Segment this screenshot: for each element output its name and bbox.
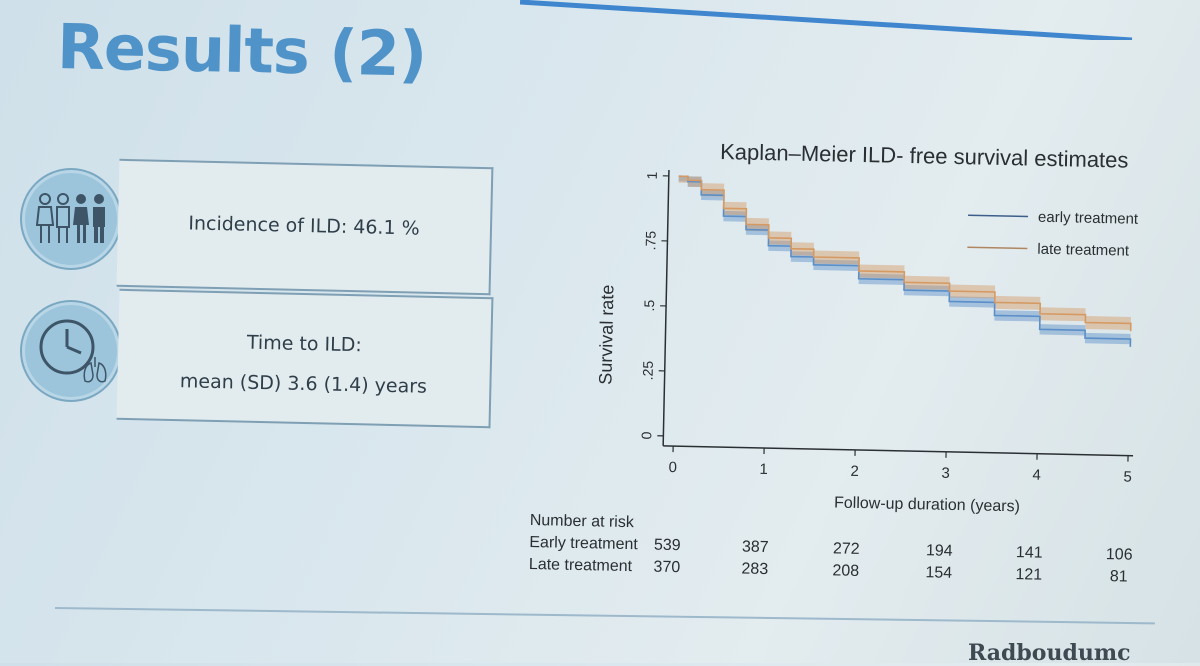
risk-cell: 370	[642, 558, 692, 577]
x-axis	[663, 446, 1133, 456]
y-tick-label: 1	[644, 171, 660, 179]
slide-title: Results (2)	[56, 10, 426, 91]
x-tick-label: 0	[668, 459, 677, 476]
y-tick-label: .75	[642, 230, 658, 250]
x-tick-label: 2	[850, 463, 859, 480]
risk-row-label-early: Early treatment	[529, 534, 638, 554]
risk-cell: 272	[821, 540, 871, 559]
footer-divider	[55, 607, 1155, 624]
km-line-early	[675, 176, 1133, 347]
risk-cell: 141	[1004, 544, 1054, 563]
risk-cell: 106	[1094, 546, 1144, 565]
chart-title: Kaplan–Meier ILD- free survival estimate…	[720, 139, 1129, 173]
risk-cell: 539	[642, 536, 692, 555]
x-tick-label: 5	[1123, 469, 1132, 486]
legend-swatch	[967, 247, 1027, 248]
footer-logo: Radboudumc	[968, 640, 1131, 666]
legend-swatch	[968, 215, 1028, 216]
y-axis-label: Survival rate	[595, 284, 617, 384]
time-to-ild-label: Time to ILD:	[118, 329, 490, 359]
risk-cell: 194	[914, 542, 964, 561]
x-tick-label: 3	[941, 465, 950, 482]
x-tick-label: 4	[1032, 467, 1041, 484]
legend-label: late treatment	[1037, 241, 1130, 260]
y-tick-label: 0	[638, 431, 654, 439]
risk-row-label-late: Late treatment	[529, 556, 633, 576]
risk-cell: 81	[1094, 568, 1144, 587]
legend-label: early treatment	[1038, 209, 1139, 228]
time-to-ild-card: Time to ILD: mean (SD) 3.6 (1.4) years	[117, 289, 494, 428]
clock-lungs-icon	[22, 302, 120, 400]
incidence-card: Incidence of ILD: 46.1 %	[117, 159, 494, 295]
risk-cell: 283	[730, 560, 780, 579]
x-axis-label: Follow-up duration (years)	[834, 494, 1020, 515]
risk-table-header: Number at risk	[530, 512, 634, 532]
risk-cell: 154	[914, 564, 964, 583]
people-icon	[22, 170, 120, 268]
y-axis	[663, 170, 669, 446]
top-accent-line	[520, 0, 1160, 40]
x-tick-label: 1	[759, 461, 768, 478]
time-to-ild-value: mean (SD) 3.6 (1.4) years	[117, 369, 489, 399]
risk-cell: 121	[1004, 566, 1054, 585]
y-tick-label: .5	[641, 299, 657, 311]
incidence-text: Incidence of ILD: 46.1 %	[118, 211, 490, 241]
risk-cell: 387	[730, 538, 780, 557]
y-tick-label: .25	[640, 360, 656, 380]
risk-table: Number at risk Early treatment Late trea…	[528, 512, 1170, 605]
risk-cell: 208	[821, 562, 871, 581]
